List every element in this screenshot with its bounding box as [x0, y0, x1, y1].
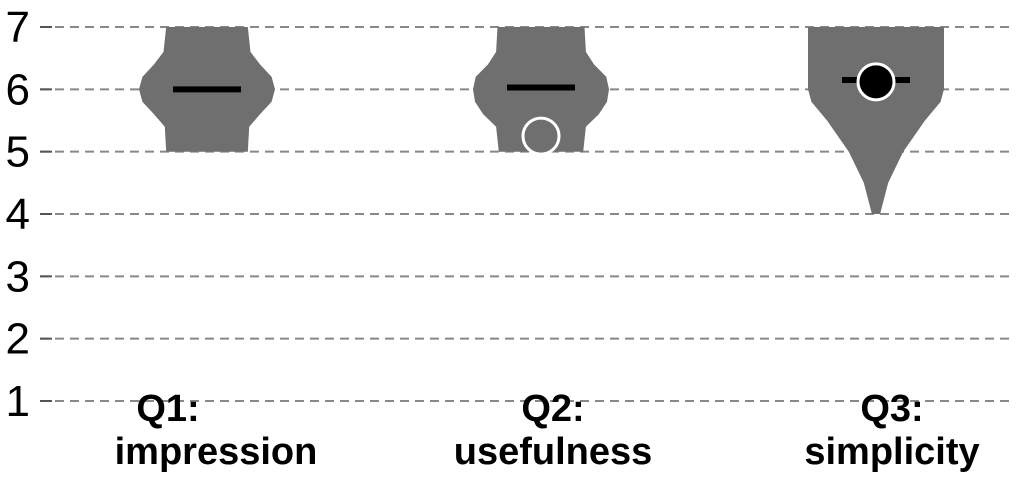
y-tick-label-6: 6	[6, 65, 30, 114]
category-label-q2-line2: usefulness	[454, 431, 653, 473]
y-tick-label-2: 2	[6, 315, 30, 364]
category-labels: Q1: impression Q2: usefulness Q3: simpli…	[115, 388, 980, 473]
category-label-q1-line2: impression	[115, 431, 318, 473]
category-label-q2-line1: Q2:	[521, 388, 584, 430]
violin-q3	[808, 27, 944, 214]
category-label-q1-line1: Q1:	[136, 388, 199, 430]
mean-marker-q3	[856, 62, 896, 102]
y-tick-label-1: 1	[6, 377, 30, 426]
y-tick-label-3: 3	[6, 252, 30, 301]
mean-marker-q2	[521, 116, 561, 156]
y-tick-label-4: 4	[6, 190, 30, 239]
category-label-q3-line1: Q3:	[860, 388, 923, 430]
y-axis: 1 2 3 4 5 6 7	[6, 3, 52, 426]
y-tick-label-7: 7	[6, 3, 30, 52]
category-label-q3-line2: simplicity	[804, 431, 979, 473]
y-tick-label-5: 5	[6, 128, 30, 177]
violins	[139, 27, 944, 214]
